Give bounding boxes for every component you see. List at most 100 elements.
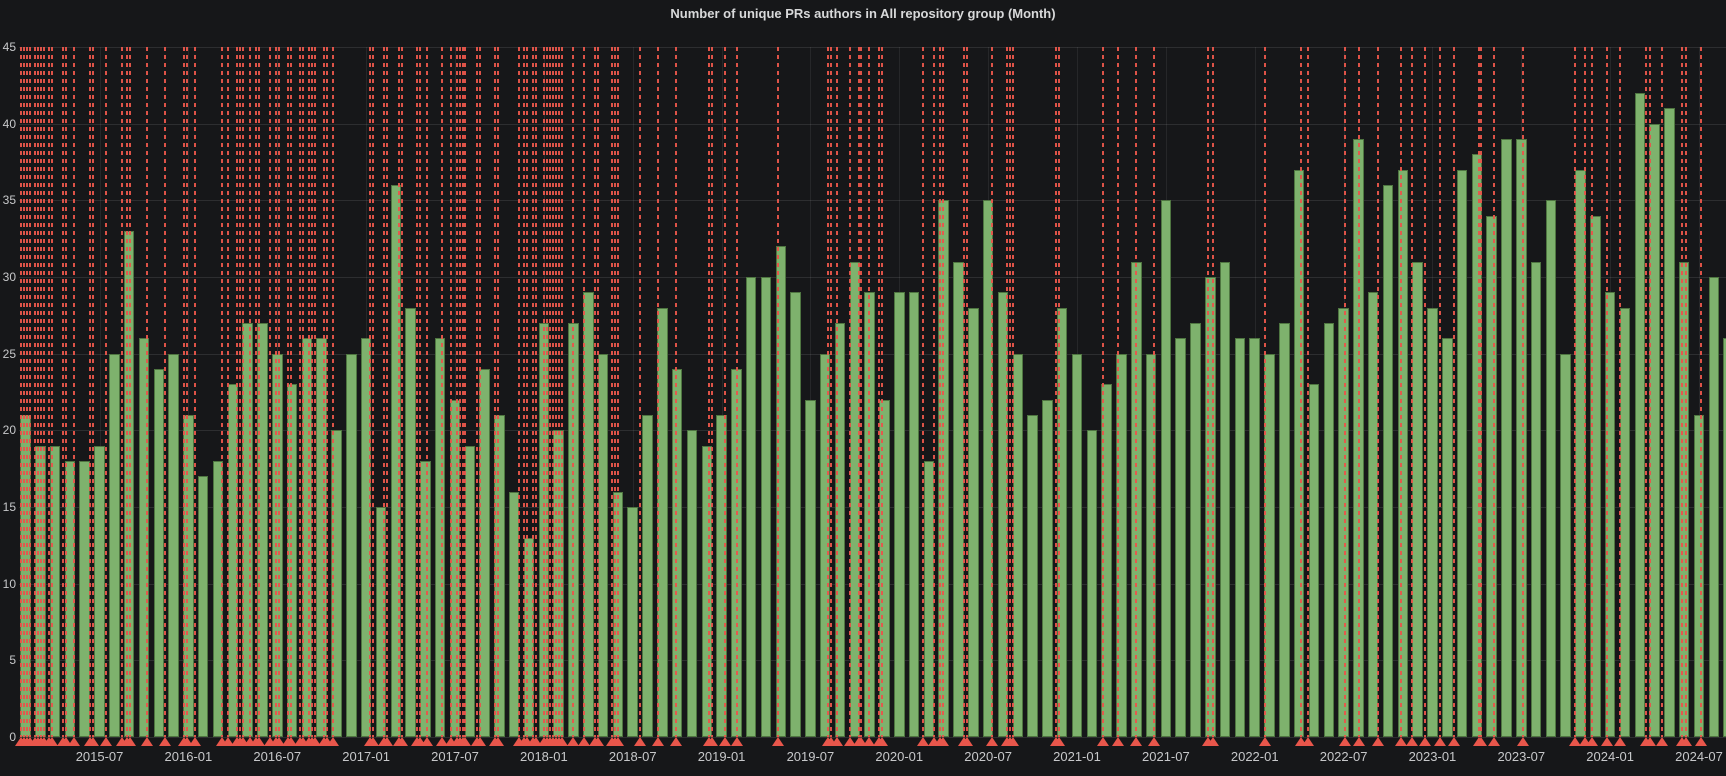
annotation-line[interactable] xyxy=(29,47,31,737)
annotation-marker-icon[interactable] xyxy=(612,737,624,746)
annotation-line[interactable] xyxy=(269,47,271,737)
annotation-marker-icon[interactable] xyxy=(253,737,265,746)
annotation-line[interactable] xyxy=(1153,47,1155,737)
annotation-line[interactable] xyxy=(372,47,374,737)
bar-2022-06[interactable] xyxy=(1323,323,1335,737)
annotation-line[interactable] xyxy=(991,47,993,737)
annotation-marker-icon[interactable] xyxy=(68,737,80,746)
annotation-marker-icon[interactable] xyxy=(1695,737,1707,746)
annotation-line[interactable] xyxy=(860,47,862,737)
annotation-line[interactable] xyxy=(1700,47,1702,737)
bar-2023-01[interactable] xyxy=(1427,307,1438,737)
annotation-line[interactable] xyxy=(479,47,481,737)
bar-2016-11[interactable] xyxy=(331,430,342,737)
annotation-line[interactable] xyxy=(416,47,418,737)
annotation-line[interactable] xyxy=(1344,47,1346,737)
annotation-marker-icon[interactable] xyxy=(141,737,153,746)
annotation-marker-icon[interactable] xyxy=(961,737,973,746)
annotation-marker-icon[interactable] xyxy=(1434,737,1446,746)
annotation-line[interactable] xyxy=(933,47,935,737)
annotation-line[interactable] xyxy=(558,47,560,737)
bar-2021-04[interactable] xyxy=(1116,353,1127,737)
annotation-marker-icon[interactable] xyxy=(937,737,949,746)
annotation-line[interactable] xyxy=(942,47,944,737)
annotation-line[interactable] xyxy=(532,47,534,737)
annotation-line[interactable] xyxy=(611,47,613,737)
annotation-line[interactable] xyxy=(1439,47,1441,737)
annotation-line[interactable] xyxy=(1649,47,1651,737)
annotation-marker-icon[interactable] xyxy=(46,737,58,746)
annotation-line[interactable] xyxy=(572,47,574,737)
annotation-line[interactable] xyxy=(1135,47,1137,737)
annotation-line[interactable] xyxy=(1212,47,1214,737)
annotation-line[interactable] xyxy=(836,47,838,737)
annotation-line[interactable] xyxy=(236,47,238,737)
bar-2019-06[interactable] xyxy=(790,292,801,737)
annotation-line[interactable] xyxy=(1055,47,1057,737)
annotation-line[interactable] xyxy=(126,47,128,737)
annotation-line[interactable] xyxy=(450,47,452,737)
bar-2017-03[interactable] xyxy=(390,185,401,737)
annotation-line[interactable] xyxy=(194,47,196,737)
annotation-marker-icon[interactable] xyxy=(831,737,843,746)
annotation-line[interactable] xyxy=(594,47,596,737)
bar-2023-07[interactable] xyxy=(1516,139,1527,737)
annotation-line[interactable] xyxy=(878,47,880,737)
bar-2018-08[interactable] xyxy=(642,415,653,737)
annotation-line[interactable] xyxy=(1009,47,1011,737)
bar-2023-10[interactable] xyxy=(1560,353,1571,737)
annotation-marker-icon[interactable] xyxy=(772,737,784,746)
bar-2015-12[interactable] xyxy=(168,353,179,737)
annotation-line[interactable] xyxy=(546,47,548,737)
annotation-line[interactable] xyxy=(724,47,726,737)
annotation-marker-icon[interactable] xyxy=(414,737,426,746)
annotation-marker-icon[interactable] xyxy=(719,737,731,746)
annotation-line[interactable] xyxy=(1453,47,1455,737)
bar-2015-10[interactable] xyxy=(138,338,150,737)
annotation-line[interactable] xyxy=(308,47,310,737)
annotation-marker-icon[interactable] xyxy=(60,737,72,746)
annotation-marker-icon[interactable] xyxy=(1207,737,1219,746)
bar-2016-02[interactable] xyxy=(197,476,209,737)
annotation-line[interactable] xyxy=(146,47,148,737)
annotation-marker-icon[interactable] xyxy=(189,737,201,746)
annotation-line[interactable] xyxy=(37,47,39,737)
annotation-marker-icon[interactable] xyxy=(1614,737,1626,746)
bar-2022-04[interactable] xyxy=(1293,169,1305,737)
annotation-line[interactable] xyxy=(1574,47,1576,737)
annotation-marker-icon[interactable] xyxy=(1372,737,1384,746)
annotation-line[interactable] xyxy=(736,47,738,737)
annotation-marker-icon[interactable] xyxy=(100,737,112,746)
annotation-marker-icon[interactable] xyxy=(181,737,193,746)
annotation-marker-icon[interactable] xyxy=(844,737,856,746)
annotation-line[interactable] xyxy=(523,47,525,737)
annotation-marker-icon[interactable] xyxy=(492,737,504,746)
annotation-line[interactable] xyxy=(227,47,229,737)
bar-2015-07[interactable] xyxy=(94,445,105,737)
bar-2019-04[interactable] xyxy=(760,277,772,737)
annotation-line[interactable] xyxy=(583,47,585,737)
bar-2021-03[interactable] xyxy=(1101,384,1112,737)
bar-2024-02[interactable] xyxy=(1619,307,1631,737)
annotation-marker-icon[interactable] xyxy=(1339,737,1351,746)
annotation-line[interactable] xyxy=(494,47,496,737)
annotation-line[interactable] xyxy=(89,47,91,737)
annotation-line[interactable] xyxy=(1661,47,1663,737)
annotation-line[interactable] xyxy=(1645,47,1647,737)
annotation-line[interactable] xyxy=(129,47,131,737)
annotation-line[interactable] xyxy=(963,47,965,737)
annotation-line[interactable] xyxy=(62,47,64,737)
annotation-line[interactable] xyxy=(535,47,537,737)
annotation-marker-icon[interactable] xyxy=(986,737,998,746)
annotation-marker-icon[interactable] xyxy=(237,737,249,746)
annotation-line[interactable] xyxy=(1358,47,1360,737)
annotation-line[interactable] xyxy=(830,47,832,737)
bar-2023-02[interactable] xyxy=(1442,338,1453,737)
bar-2022-03[interactable] xyxy=(1279,323,1290,737)
bar-2023-03[interactable] xyxy=(1456,169,1468,737)
annotation-marker-icon[interactable] xyxy=(309,737,321,746)
annotation-line[interactable] xyxy=(314,47,316,737)
annotation-line[interactable] xyxy=(401,47,403,737)
annotation-marker-icon[interactable] xyxy=(556,737,568,746)
annotation-line[interactable] xyxy=(1207,47,1209,737)
